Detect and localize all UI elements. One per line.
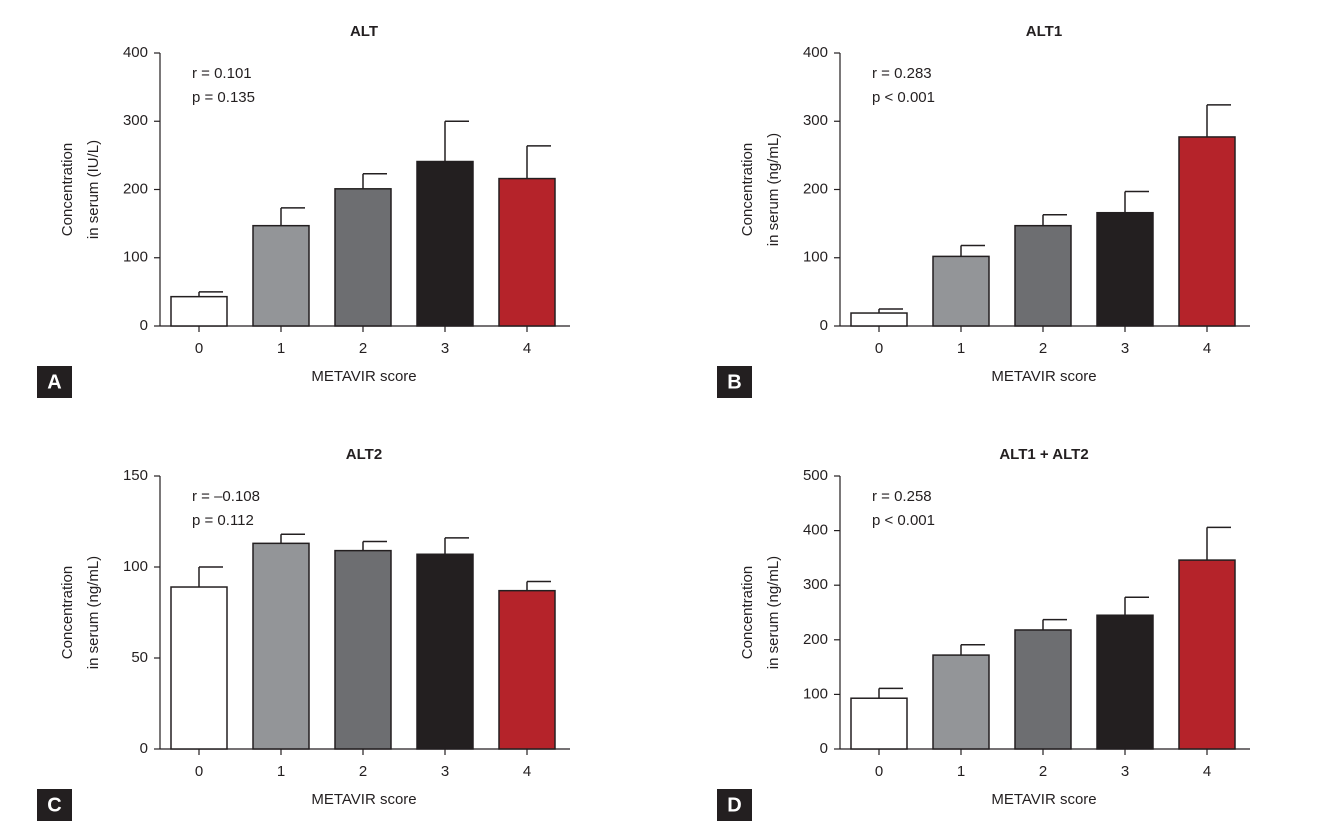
y-tick-label: 500	[803, 467, 828, 484]
x-axis-label: METAVIR score	[311, 368, 416, 385]
bar	[252, 224, 310, 327]
panel-letter: B	[727, 371, 741, 393]
y-tick-label: 400	[803, 44, 828, 61]
bar	[334, 549, 392, 750]
x-axis-label: METAVIR score	[311, 791, 416, 808]
y-axis-label: Concentration	[59, 143, 76, 236]
y-tick-label: 100	[803, 685, 828, 702]
panel-letter-box	[37, 366, 72, 398]
y-axis-label: in serum (ng/mL)	[765, 133, 782, 246]
y-axis-label: in serum (IU/L)	[85, 140, 102, 239]
annotation: r = 0.258	[872, 488, 932, 505]
chart-title: ALT1 + ALT2	[999, 446, 1088, 463]
x-tick-label: 4	[1203, 763, 1211, 780]
x-tick-label: 1	[277, 340, 285, 357]
bar	[498, 177, 556, 327]
x-tick-label: 1	[277, 763, 285, 780]
x-tick-label: 3	[1121, 763, 1129, 780]
annotation: r = 0.101	[192, 65, 252, 82]
panel-letter-box	[717, 789, 752, 821]
x-tick-label: 2	[1039, 340, 1047, 357]
bar	[1096, 211, 1154, 327]
annotation: r = 0.283	[872, 65, 932, 82]
x-tick-label: 3	[1121, 340, 1129, 357]
x-tick-label: 2	[359, 340, 367, 357]
panel-letter: D	[727, 794, 741, 816]
bar	[252, 542, 310, 750]
y-tick-label: 0	[140, 740, 148, 757]
x-tick-label: 3	[441, 340, 449, 357]
x-tick-label: 0	[875, 340, 883, 357]
x-axis-label: METAVIR score	[991, 791, 1096, 808]
y-tick-label: 200	[803, 180, 828, 197]
bar	[932, 255, 990, 327]
y-axis-label: in serum (ng/mL)	[85, 556, 102, 669]
y-tick-label: 100	[123, 558, 148, 575]
y-tick-label: 400	[803, 522, 828, 539]
y-axis-label: Concentration	[739, 143, 756, 236]
y-tick-label: 0	[820, 317, 828, 334]
panel-letter: A	[47, 371, 61, 393]
y-axis-label: Concentration	[59, 566, 76, 659]
panel-letter-box	[37, 789, 72, 821]
bar	[1178, 559, 1236, 750]
annotation: r = –0.108	[192, 488, 260, 505]
annotation: p < 0.001	[872, 512, 935, 529]
x-tick-label: 0	[195, 340, 203, 357]
x-tick-label: 0	[875, 763, 883, 780]
x-axis-label: METAVIR score	[991, 368, 1096, 385]
bar	[416, 160, 474, 327]
chart-title: ALT	[350, 23, 378, 40]
chart-title: ALT1	[1026, 23, 1062, 40]
bar	[416, 553, 474, 750]
x-tick-label: 2	[359, 763, 367, 780]
y-tick-label: 200	[803, 631, 828, 648]
y-tick-label: 100	[123, 249, 148, 266]
bar	[170, 586, 228, 750]
bar	[1014, 629, 1072, 750]
y-tick-label: 300	[803, 112, 828, 129]
bar	[850, 312, 908, 327]
y-tick-label: 50	[131, 649, 148, 666]
y-tick-label: 200	[123, 180, 148, 197]
bar	[932, 654, 990, 750]
x-tick-label: 2	[1039, 763, 1047, 780]
bar	[850, 697, 908, 750]
x-tick-label: 1	[957, 340, 965, 357]
annotation: p = 0.112	[192, 512, 254, 529]
y-axis-label: in serum (ng/mL)	[765, 556, 782, 669]
x-tick-label: 4	[523, 340, 531, 357]
chart-title: ALT2	[346, 446, 382, 463]
panel-letter: C	[47, 794, 61, 816]
bar	[1014, 224, 1072, 327]
annotation: p = 0.135	[192, 89, 255, 106]
y-tick-label: 150	[123, 467, 148, 484]
y-tick-label: 400	[123, 44, 148, 61]
y-tick-label: 0	[140, 317, 148, 334]
x-tick-label: 4	[1203, 340, 1211, 357]
annotation: p < 0.001	[872, 89, 935, 106]
bar	[498, 589, 556, 750]
x-tick-label: 1	[957, 763, 965, 780]
bar	[170, 295, 228, 327]
x-tick-label: 4	[523, 763, 531, 780]
x-tick-label: 0	[195, 763, 203, 780]
bar	[1096, 614, 1154, 750]
x-tick-label: 3	[441, 763, 449, 780]
y-tick-label: 300	[803, 576, 828, 593]
y-tick-label: 300	[123, 112, 148, 129]
bar	[1178, 136, 1236, 327]
panel-letter-box	[717, 366, 752, 398]
y-axis-label: Concentration	[739, 566, 756, 659]
y-tick-label: 100	[803, 249, 828, 266]
y-tick-label: 0	[820, 740, 828, 757]
bar	[334, 188, 392, 327]
